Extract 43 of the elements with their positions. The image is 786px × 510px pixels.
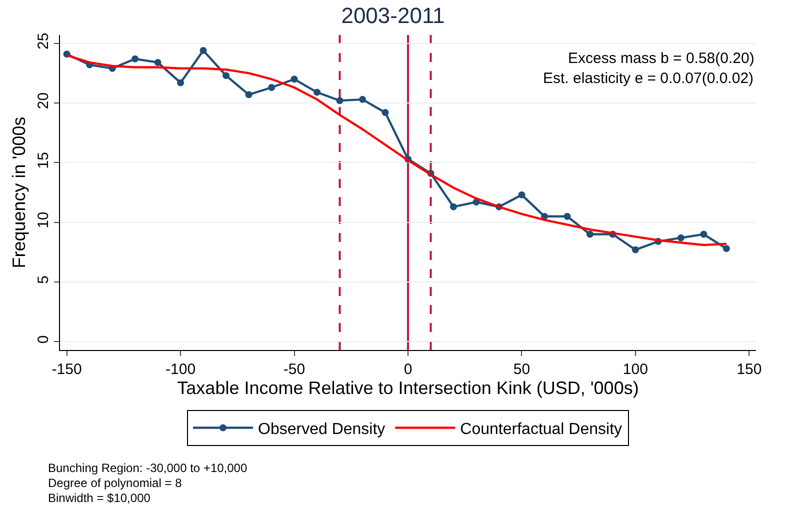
point: [632, 246, 639, 254]
point: [245, 91, 252, 98]
x-tick-label: 50: [513, 361, 530, 378]
annotation: Excess mass b = 0.58(0.20): [568, 50, 754, 67]
x-tick-label: -100: [166, 361, 196, 378]
point: [314, 88, 321, 96]
point: [336, 97, 344, 104]
point: [268, 84, 276, 91]
y-tick-label: 5: [35, 276, 52, 284]
point: [700, 230, 708, 238]
x-tick-label: -150: [52, 361, 82, 378]
legend-label: Observed Density: [258, 420, 386, 438]
point: [177, 79, 184, 86]
x-tick-label: -50: [283, 361, 306, 378]
point: [450, 203, 457, 210]
text: Degree of polynomial = 8: [48, 476, 182, 490]
point: [722, 245, 730, 252]
y-tick-label: 15: [35, 152, 52, 169]
y-tick-label: 20: [35, 92, 52, 110]
x-tick-label: 150: [736, 361, 762, 378]
y-axis-title: Frequency in '000s: [9, 116, 30, 268]
x-axis-title: Taxable Income Relative to Intersection Kink (USD, '000s): [177, 378, 639, 398]
chart-title: 2003-2011: [341, 3, 445, 28]
point: [222, 72, 230, 80]
text: Binwidth = $10,000: [48, 491, 151, 505]
point: [518, 191, 526, 198]
point: [154, 58, 162, 66]
point: [132, 55, 139, 62]
point: [677, 234, 684, 242]
point: [382, 109, 389, 116]
x-tick-label: 100: [622, 361, 648, 378]
annotation: Est. elasticity e = 0.0.07(0.0.02): [543, 70, 754, 87]
point: [359, 96, 366, 103]
text: Bunching Region: -30,000 to +10,000: [48, 461, 248, 475]
legend-label: Counterfactual Density: [460, 420, 622, 438]
point: [564, 212, 571, 220]
y-tick-label: 10: [35, 212, 52, 228]
y-tick-label: 0: [35, 335, 52, 344]
point: [290, 76, 298, 83]
y-tick-label: 25: [35, 32, 52, 50]
x-tick-label: 0: [404, 361, 412, 378]
point: [200, 47, 207, 54]
point: [586, 230, 594, 238]
